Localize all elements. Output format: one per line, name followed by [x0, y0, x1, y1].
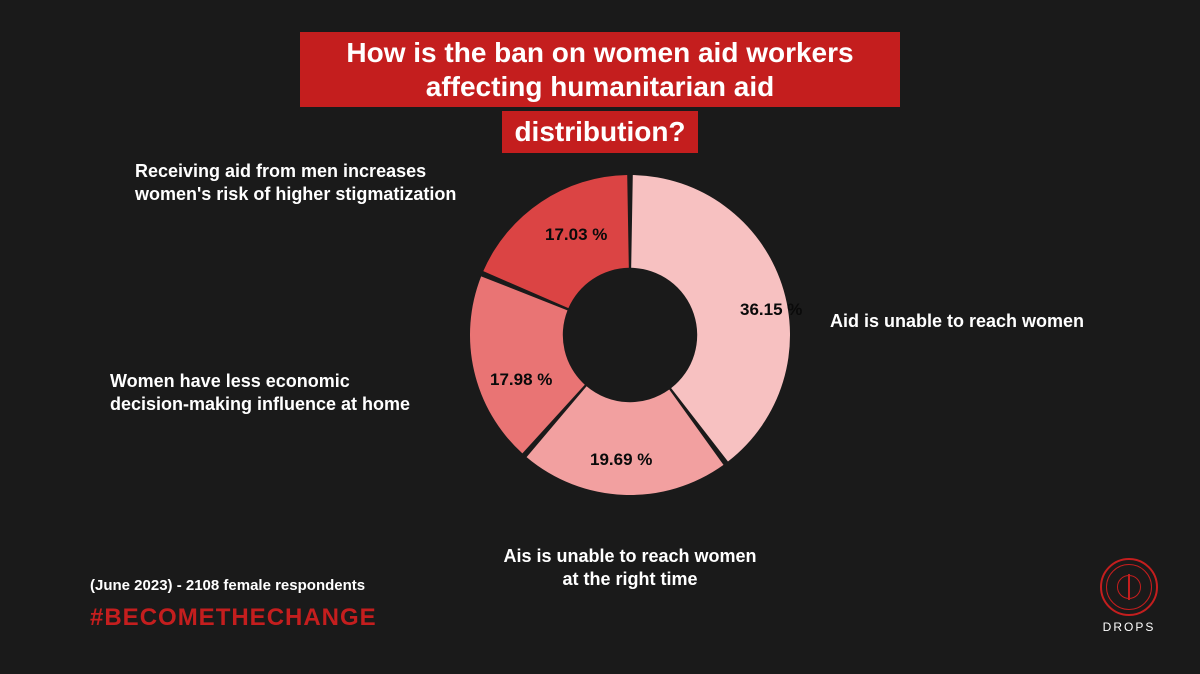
slice-desc-3: Receiving aid from men increaseswomen's … — [135, 160, 456, 207]
title-line-1: How is the ban on women aid workers affe… — [300, 32, 900, 107]
drops-logo-text: DROPS — [1100, 620, 1158, 634]
donut-chart — [470, 175, 790, 495]
hashtag: #BECOMETHECHANGE — [90, 604, 377, 632]
slice-pct-1: 19.69 % — [590, 450, 652, 470]
infographic-canvas: How is the ban on women aid workers affe… — [0, 0, 1200, 674]
title-line-2: distribution? — [502, 111, 697, 153]
footer-note: (June 2023) - 2108 female respondents — [90, 577, 365, 594]
title-block: How is the ban on women aid workers affe… — [300, 30, 900, 155]
slice-desc-1: Ais is unable to reach womenat the right… — [470, 545, 790, 592]
slice-pct-0: 36.15 % — [740, 300, 802, 320]
slice-pct-3: 17.03 % — [545, 225, 607, 245]
slice-desc-0: Aid is unable to reach women — [830, 310, 1084, 333]
slice-desc-2: Women have less economicdecision-making … — [110, 370, 410, 417]
slice-pct-2: 17.98 % — [490, 370, 552, 390]
drops-logo: DROPS — [1100, 558, 1158, 634]
drops-logo-icon — [1100, 558, 1158, 616]
